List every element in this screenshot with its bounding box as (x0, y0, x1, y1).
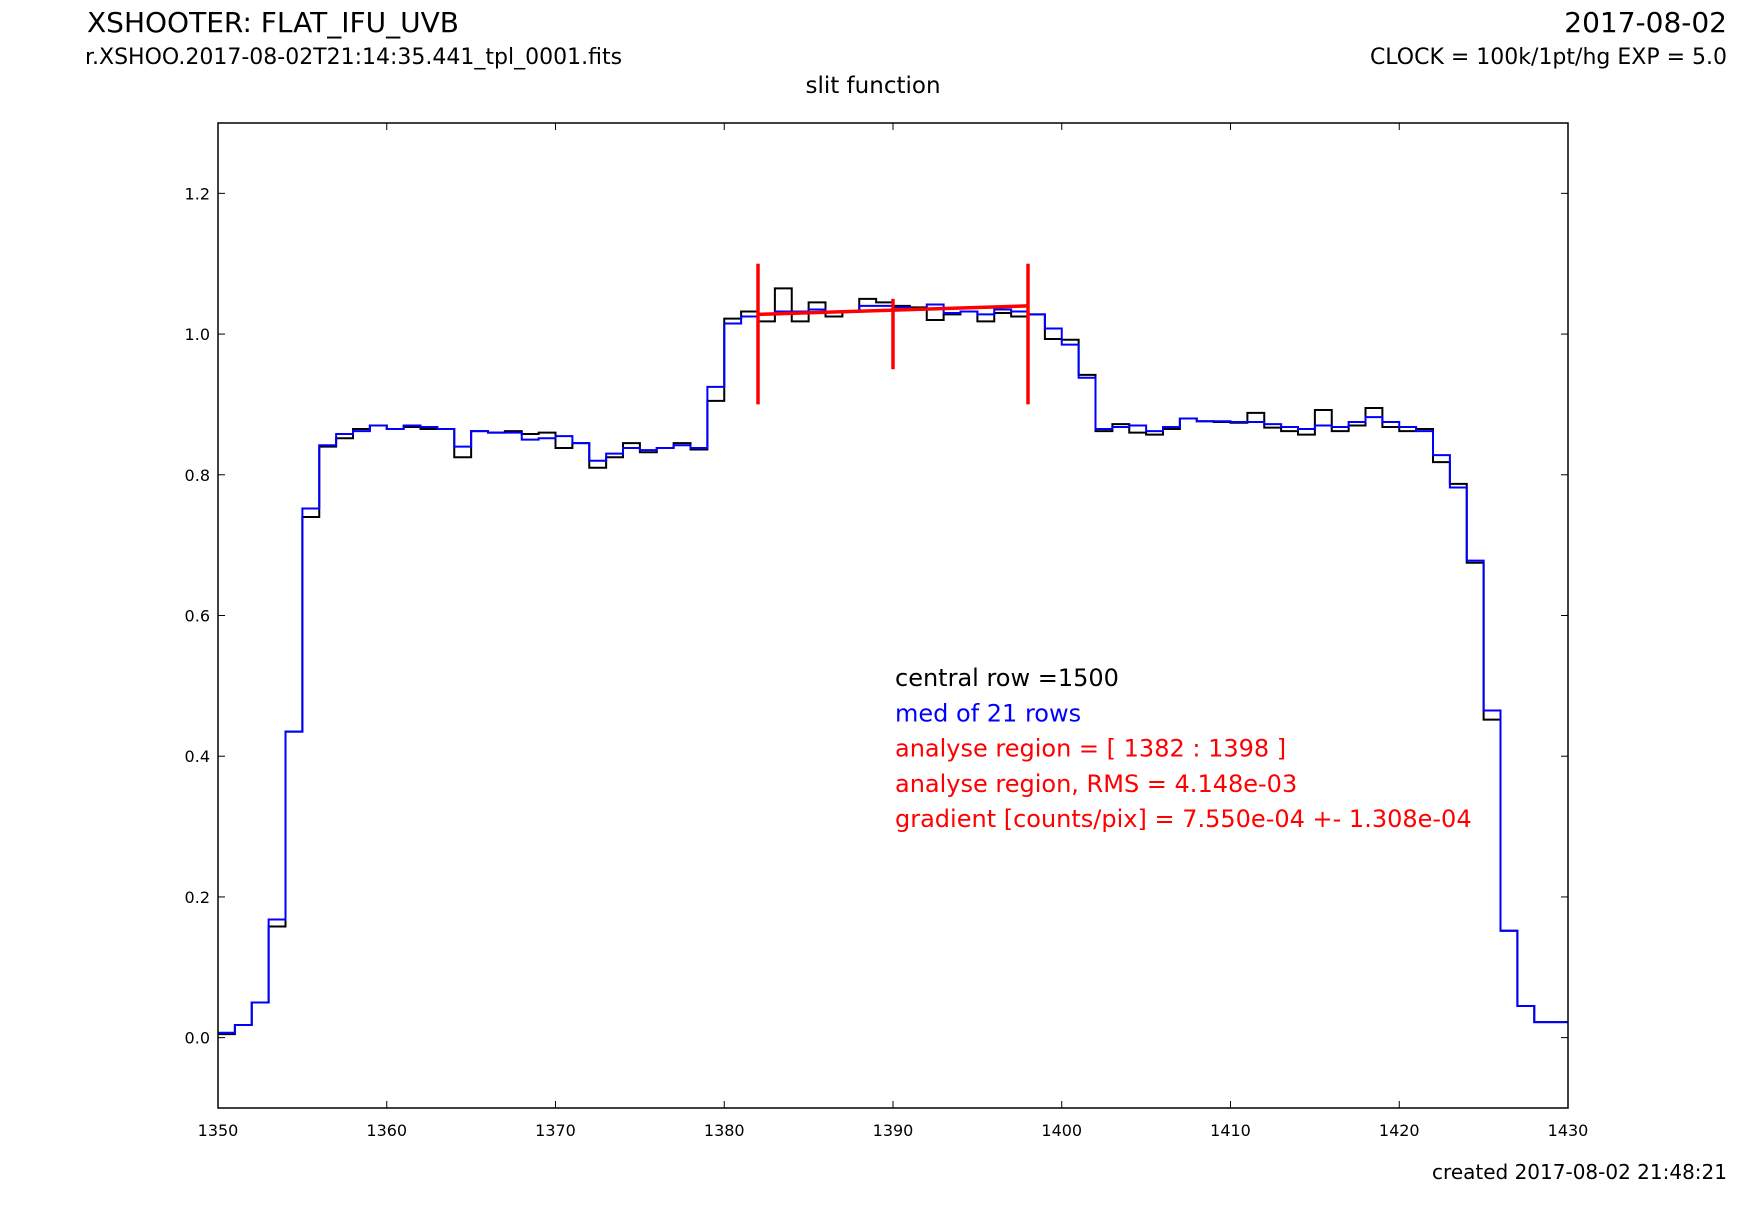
y-tick-label: 0.2 (185, 888, 210, 907)
x-tick-label: 1390 (873, 1121, 914, 1140)
file-name: r.XSHOO.2017-08-02T21:14:35.441_tpl_0001… (85, 45, 623, 70)
y-tick-label: 0.4 (185, 747, 210, 766)
annotation-3: analyse region = [ 1382 : 1398 ] (895, 735, 1286, 763)
annotation-1: central row =1500 (895, 664, 1119, 692)
plot-frame (217, 122, 1569, 1109)
report-title: XSHOOTER: FLAT_IFU_UVB (87, 6, 459, 39)
x-tick-label: 1400 (1041, 1121, 1082, 1140)
annotation-5: gradient [counts/pix] = 7.550e-04 +- 1.3… (895, 805, 1472, 833)
created-timestamp: created 2017-08-02 21:48:21 (1432, 1160, 1727, 1184)
x-tick-label: 1370 (535, 1121, 576, 1140)
x-tick-label: 1360 (366, 1121, 407, 1140)
chart-title: slit function (805, 73, 940, 99)
series-central-line (218, 287, 1568, 1036)
y-tick-label: 1.0 (185, 325, 210, 344)
gradient-fit-line (757, 304, 1029, 317)
y-tick-label: 1.2 (185, 184, 210, 203)
y-tick-label: 0.0 (185, 1029, 210, 1048)
clock-exposure-info: CLOCK = 100k/1pt/hg EXP = 5.0 (1369, 45, 1727, 70)
annotation-4: analyse region, RMS = 4.148e-03 (895, 770, 1297, 798)
plot-area (218, 263, 1568, 1036)
x-tick-label: 1410 (1210, 1121, 1251, 1140)
annotation-2: med of 21 rows (895, 699, 1081, 727)
report-date: 2017-08-02 (1564, 6, 1727, 39)
x-tick-label: 1380 (704, 1121, 745, 1140)
y-tick-label: 0.8 (185, 466, 210, 485)
annotations: central row =1500 med of 21 rows analyse r… (895, 664, 1472, 833)
x-tick-label: 1430 (1548, 1121, 1589, 1140)
axis-ticks: 1350 1360 1370 1380 1390 1400 1410 1420 1430 0.0 0… (185, 123, 1589, 1140)
x-tick-label: 1420 (1379, 1121, 1420, 1140)
y-tick-label: 0.6 (185, 607, 210, 626)
x-tick-label: 1350 (198, 1121, 239, 1140)
